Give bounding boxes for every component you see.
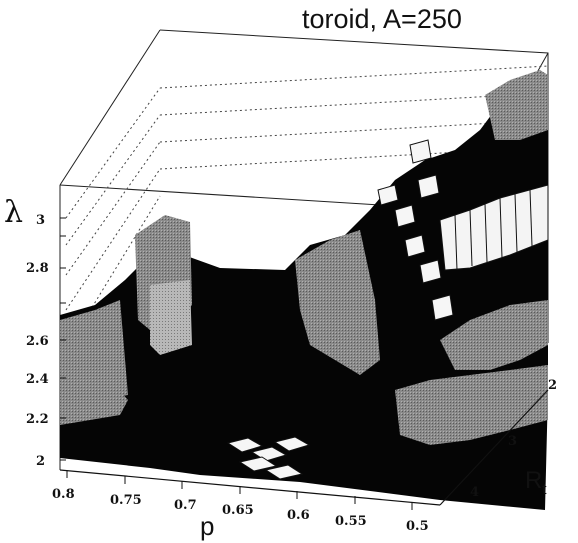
x-ticks: [66, 470, 413, 510]
x-axis-label: p: [200, 511, 214, 541]
white-wall-ribs: [454, 189, 533, 271]
white-cubes-front: [226, 436, 311, 480]
x-tick-labels: 0.8 0.75 0.7 0.65 0.6 0.55 0.5: [52, 487, 429, 534]
floor-edges: [59, 389, 549, 506]
left-gray-tower-side: [150, 280, 192, 355]
front-left-gray: [60, 380, 128, 425]
left-vertical-edge: [59, 29, 161, 186]
back-grid: [65, 65, 549, 351]
right-lower-gray: [395, 365, 548, 445]
x-axis-line: [59, 469, 441, 506]
y-tick-label: 4: [470, 485, 479, 500]
right-white-wall: [439, 184, 549, 271]
z-tick-label: 2: [36, 454, 45, 469]
z-tick-label: 2.8: [26, 261, 49, 276]
y-tick-label: 2: [548, 378, 557, 393]
x-tick-label: 0.75: [110, 493, 142, 508]
z-tick-label: 2.6: [26, 334, 49, 349]
z-ticks: [60, 217, 66, 461]
y-axis-label-main: R: [525, 467, 542, 494]
z-tick-labels: 2 2.2 2.4 2.6 2.8 3: [26, 213, 49, 469]
x-tick-label: 0.7: [174, 498, 197, 513]
x-tick-label: 0.8: [52, 487, 75, 502]
x-tick-label: 0.6: [287, 508, 310, 523]
x-tick-label: 0.65: [222, 503, 254, 518]
x-tick-label: 0.5: [406, 519, 429, 534]
y-axis-label: Rt: [525, 467, 547, 498]
lego-surface: [60, 70, 549, 510]
y-tick-labels: 2 3 4: [470, 378, 557, 500]
right-gray-top: [485, 70, 548, 140]
y-axis-label-sub: t: [542, 481, 547, 498]
z-axis-label: λ: [4, 195, 23, 230]
z-tick-label: 2.4: [26, 372, 49, 387]
chart-title: toroid, A=250: [302, 4, 462, 34]
z-tick-label: 2.2: [26, 412, 49, 427]
center-gray-ridge: [295, 230, 380, 375]
white-cubes-right: [377, 139, 454, 321]
y-axis-line: [439, 389, 549, 506]
x-tick-label: 0.55: [335, 514, 367, 529]
right-gray-band: [440, 300, 548, 370]
y-tick-label: 3: [508, 434, 517, 449]
z-tick-label: 3: [36, 213, 45, 228]
